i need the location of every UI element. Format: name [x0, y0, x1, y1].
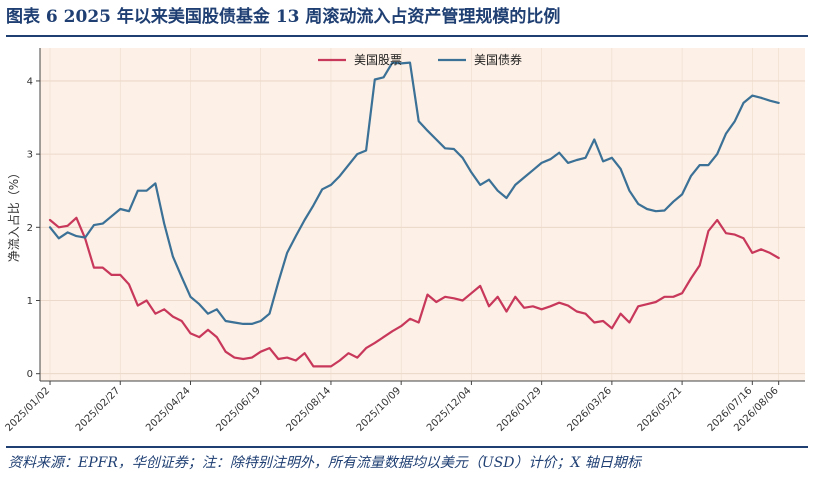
y-tick-label: 1: [27, 296, 33, 307]
x-tick-label: 2025/02/27: [74, 385, 123, 434]
legend-label: 美国股票: [354, 53, 402, 67]
legend: 美国股票 美国债券: [318, 52, 522, 67]
legend-label: 美国债券: [474, 52, 522, 67]
grid-lines: [40, 48, 805, 381]
x-tick-label: 2025/10/09: [355, 385, 404, 434]
series-layer: [48, 61, 780, 368]
x-tick-label: 2026/03/26: [565, 385, 614, 434]
figure-title: 图表 6 2025 年以来美国股债基金 13 周滚动流入占资产管理规模的比例: [6, 7, 561, 27]
title-rule: [6, 35, 808, 37]
x-tick-label: 2025/06/19: [214, 385, 263, 434]
series-line-equity: [48, 216, 780, 368]
plot-area: [40, 48, 805, 381]
y-tick-label: 3: [27, 150, 33, 161]
y-axis-label: 净流入占比（%）: [6, 167, 21, 262]
y-tick-label: 4: [27, 76, 33, 87]
x-tick-label: 2026/05/21: [636, 385, 685, 434]
x-tick-label: 2025/12/04: [425, 385, 474, 434]
y-tick-label: 0: [27, 369, 33, 380]
x-tick-label: 2025/04/24: [144, 385, 193, 434]
series-line-bond: [48, 61, 780, 325]
x-tick-label: 2025/01/02: [4, 385, 53, 434]
source-rule: [6, 446, 808, 448]
source-note: 资料来源：EPFR，华创证券；注：除特别注明外，所有流量数据均以美元（USD）计…: [8, 455, 641, 471]
x-tick-label: 2025/08/14: [285, 385, 334, 434]
x-tick-label: 2026/01/29: [495, 385, 544, 434]
y-tick-label: 2: [27, 223, 33, 234]
